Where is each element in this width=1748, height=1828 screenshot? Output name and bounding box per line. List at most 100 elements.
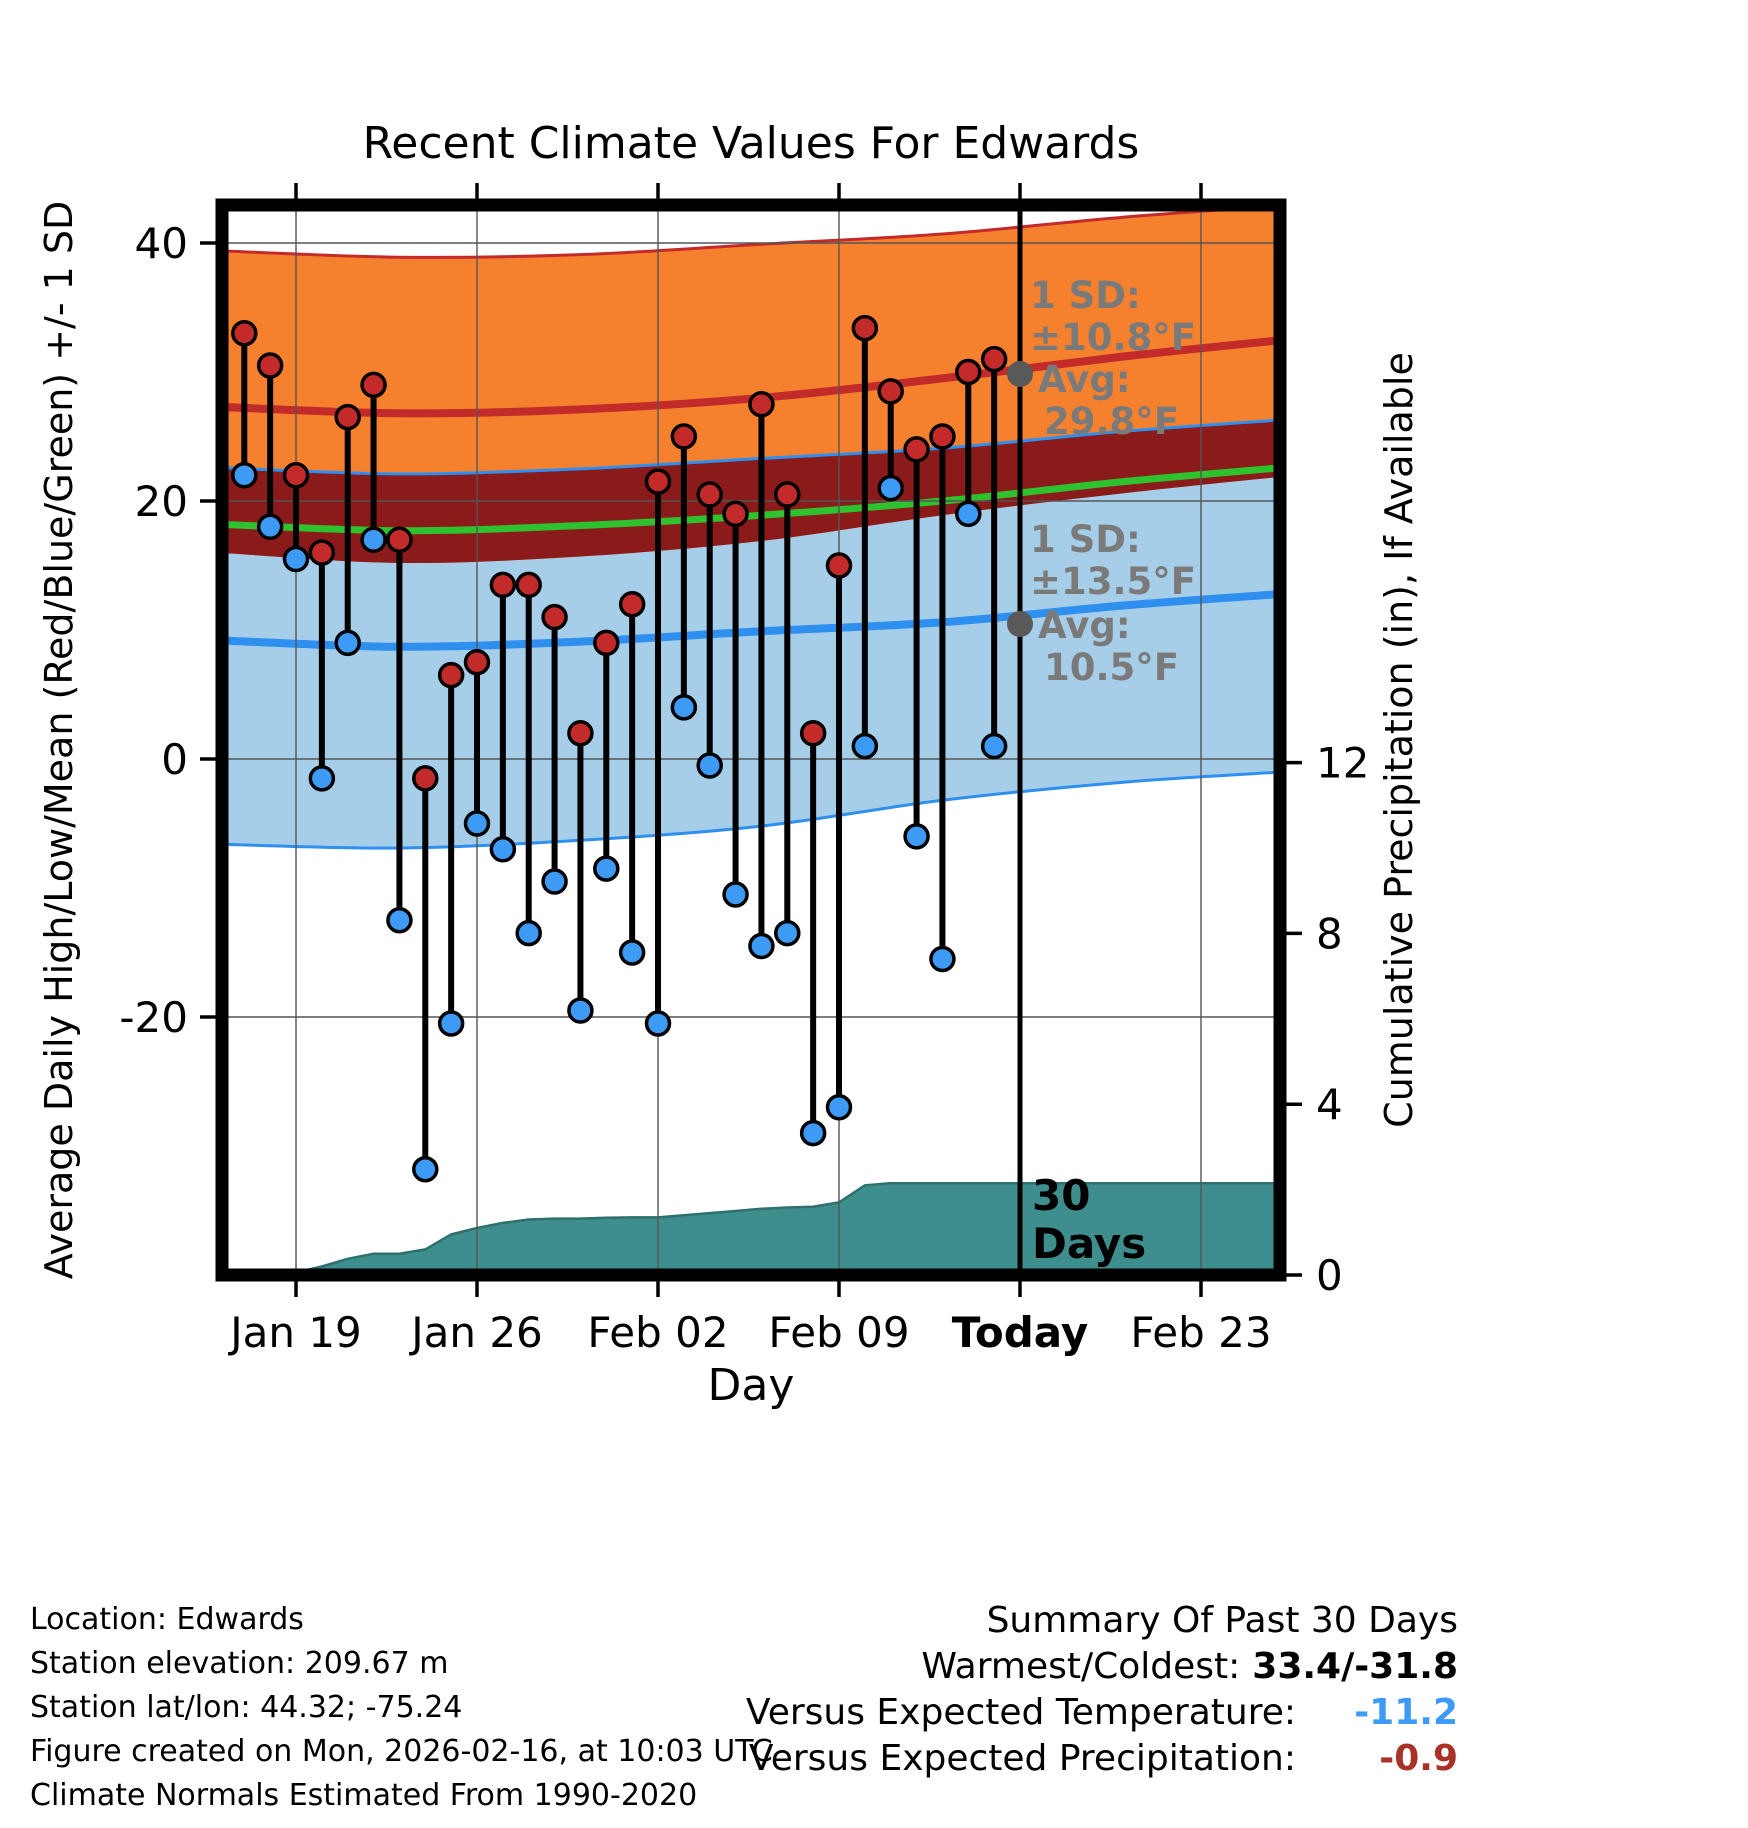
daily-high-dot — [386, 526, 413, 553]
low-avg-value: 10.5°F — [1044, 646, 1179, 689]
summary-row: Warmest/Coldest: 33.4/-31.8 — [746, 1644, 1458, 1690]
daily-low-dot — [334, 629, 361, 657]
daily-high-dot — [360, 371, 387, 399]
plot-frame — [215, 198, 1287, 1282]
x-axis-label: Day — [708, 1360, 795, 1411]
daily-low-dot — [231, 461, 258, 489]
daily-low-dot — [980, 732, 1008, 760]
x-tick-label: Feb 09 — [768, 1308, 909, 1357]
x-tick-label: Today — [952, 1308, 1088, 1357]
daily-low-dot — [929, 945, 956, 973]
daily-high-dot — [567, 719, 594, 747]
daily-high-dot — [489, 571, 517, 599]
station-elevation: Station elevation: 209.67 m — [30, 1646, 449, 1681]
chart-title: Recent Climate Values For Edwards — [363, 118, 1140, 169]
summary-row-value: -0.9 — [1379, 1738, 1458, 1779]
daily-low-dot — [696, 752, 723, 779]
daily-high-dot — [722, 500, 749, 528]
x-tick-label: Feb 23 — [1130, 1308, 1271, 1357]
daily-high-dot — [799, 719, 827, 747]
daily-high-dot — [903, 436, 930, 463]
station-location: Location: Edwards — [30, 1602, 304, 1637]
daily-low-dot — [360, 526, 387, 553]
daily-low-dot — [437, 1010, 465, 1037]
climatology-bands — [222, 205, 1280, 850]
daily-high-dot — [231, 320, 258, 347]
daily-observations — [231, 314, 1008, 1183]
high-avg-label: Avg: — [1038, 358, 1131, 401]
daily-high-dot — [593, 629, 620, 657]
daily-low-dot — [748, 932, 775, 960]
daily-high-dot — [412, 765, 439, 792]
y-axis-left-label: Average Daily High/Low/Mean (Red/Blue/Gr… — [37, 201, 81, 1280]
precip-tick-label: 4 — [1316, 1080, 1343, 1129]
daily-low-dot — [774, 919, 801, 947]
temp-tick-label: 0 — [161, 735, 188, 784]
low-annotation: 1 SD: ±13.5°F Avg: 10.5°F — [1007, 518, 1196, 689]
precipitation-layer — [222, 1181, 1280, 1275]
daily-high-dot — [670, 423, 698, 450]
daily-low-dot — [256, 513, 284, 541]
station-info: Location: Edwards Station elevation: 209… — [30, 1598, 773, 1818]
daily-high-dot — [748, 391, 775, 418]
daily-low-dot — [567, 997, 594, 1024]
summary-row: Versus Expected Precipitation: -0.9 — [746, 1736, 1458, 1782]
precip-tick-label: 12 — [1316, 739, 1369, 788]
daily-low-dot — [670, 694, 698, 721]
daily-high-dot — [541, 603, 568, 631]
x-tick-label: Jan 19 — [227, 1308, 362, 1357]
cumulative-precip-edge — [222, 1181, 1280, 1275]
summary-row-label: Versus Expected Precipitation: — [748, 1738, 1296, 1779]
high-plus-sd-line — [222, 205, 1280, 259]
axis-tick-labels: Jan 19 Jan 26 Feb 02 Feb 09 Today Feb 2340200… — [119, 219, 1369, 1357]
low-avg-marker — [1007, 611, 1033, 637]
daily-high-dot — [774, 481, 801, 508]
summary-row-label: Versus Expected Temperature: — [745, 1692, 1296, 1733]
daily-low-dot — [463, 810, 491, 837]
low-sd-label: 1 SD: — [1030, 518, 1141, 561]
daily-high-dot — [929, 423, 956, 450]
daily-high-dot — [515, 571, 542, 599]
daily-low-dot — [515, 919, 542, 947]
daily-low-dot — [541, 868, 568, 895]
daily-high-dot — [463, 649, 491, 676]
high-avg-value: 29.8°F — [1044, 400, 1179, 443]
daily-high-dot — [282, 461, 310, 489]
precip-tick-label: 0 — [1316, 1251, 1343, 1300]
daily-low-dot — [955, 500, 982, 528]
daily-low-dot — [799, 1119, 827, 1147]
station-latlon: Station lat/lon: 44.32; -75.24 — [30, 1690, 463, 1725]
high-sd-label: 1 SD: — [1030, 274, 1141, 317]
summary-row-value: 33.4/-31.8 — [1252, 1646, 1458, 1687]
daily-high-dot — [308, 539, 336, 566]
daily-low-dot — [618, 939, 646, 966]
temp-tick-label: 40 — [135, 219, 188, 268]
x-tick-label: Feb 02 — [587, 1308, 728, 1357]
daily-high-dot — [851, 314, 879, 342]
low-avg-label: Avg: — [1038, 604, 1131, 647]
daily-low-dot — [412, 1155, 439, 1183]
daily-high-dot — [334, 403, 361, 431]
climate-normals-note: Climate Normals Estimated From 1990-2020 — [30, 1778, 698, 1813]
daily-low-dot — [282, 545, 310, 573]
daily-low-dot — [851, 732, 879, 760]
summary-row: Versus Expected Temperature: -11.2 — [746, 1690, 1458, 1736]
daily-high-dot — [877, 378, 904, 405]
daily-high-dot — [644, 468, 672, 495]
high-sd-value: ±10.8°F — [1030, 316, 1196, 359]
high-avg-marker — [1007, 361, 1033, 387]
x-tick-label: Jan 26 — [408, 1308, 543, 1357]
temp-tick-label: 20 — [135, 477, 188, 526]
daily-low-dot — [386, 907, 413, 934]
daily-low-dot — [825, 1094, 853, 1121]
daily-low-dot — [644, 1010, 672, 1037]
cumulative-precip-area — [222, 1183, 1280, 1275]
daily-low-dot — [593, 855, 620, 882]
daily-low-dot — [489, 836, 517, 863]
daily-low-dot — [903, 823, 930, 850]
daily-high-dot — [618, 590, 646, 618]
today-span-label: 30 Days — [1032, 1171, 1146, 1268]
temp-tick-label: -20 — [119, 993, 188, 1042]
